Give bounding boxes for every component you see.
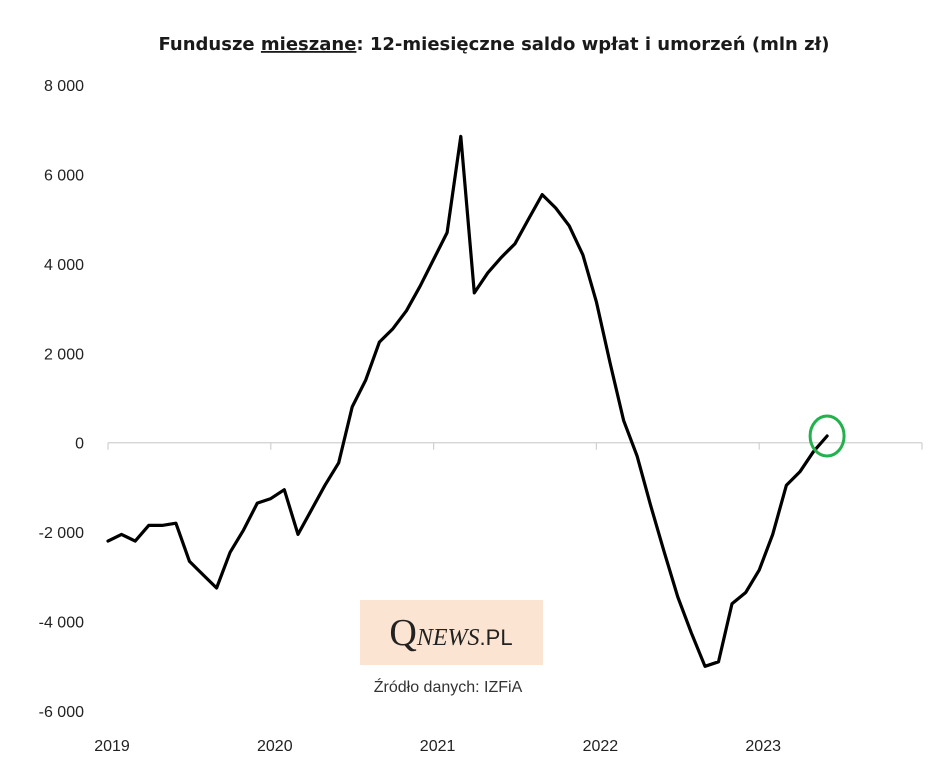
- x-tick-label: 2022: [583, 738, 619, 755]
- x-tick-label: 2020: [257, 738, 293, 755]
- x-tick-label: 2019: [94, 738, 130, 755]
- x-tick-label: 2021: [420, 738, 456, 755]
- logo-news: NEWS: [416, 625, 480, 651]
- y-tick-label: -2 000: [39, 525, 84, 542]
- series-group: [106, 134, 829, 668]
- title-part-1: Fundusze: [159, 34, 261, 55]
- chart-title: Fundusze mieszane: 12-miesięczne saldo w…: [159, 34, 830, 55]
- y-tick-label: 8 000: [44, 78, 84, 95]
- y-tick-label: 4 000: [44, 257, 84, 274]
- x-tick-label: 2023: [745, 738, 781, 755]
- y-tick-label: 6 000: [44, 167, 84, 184]
- y-tick-label: 2 000: [44, 346, 84, 363]
- logo-q: Q: [389, 612, 416, 654]
- series-line: [106, 134, 829, 668]
- title-part-2: : 12-miesięczne saldo wpłat i umorzeń (m…: [356, 34, 829, 55]
- x-axis-ticks: 2019 2020 2021 2022 2023: [94, 738, 781, 755]
- logo-pl: .PL: [480, 625, 513, 650]
- y-tick-label: 0: [75, 436, 84, 453]
- zero-axis: [107, 442, 923, 450]
- logo-text: QNEWS.PL: [389, 612, 512, 654]
- y-axis-ticks: 8 000 6 000 4 000 2 000 0 -2 000 -4 000 -6 000: [39, 78, 84, 721]
- title-underlined: mieszane: [261, 34, 357, 55]
- source-note: Źródło danych: IZFiA: [374, 677, 523, 696]
- annotation-circle: [808, 414, 846, 458]
- logo: QNEWS.PL: [360, 600, 543, 665]
- y-tick-label: -4 000: [39, 615, 84, 632]
- y-tick-label: -6 000: [39, 704, 84, 721]
- logo-background: [360, 600, 543, 665]
- annotation-group: [808, 414, 846, 458]
